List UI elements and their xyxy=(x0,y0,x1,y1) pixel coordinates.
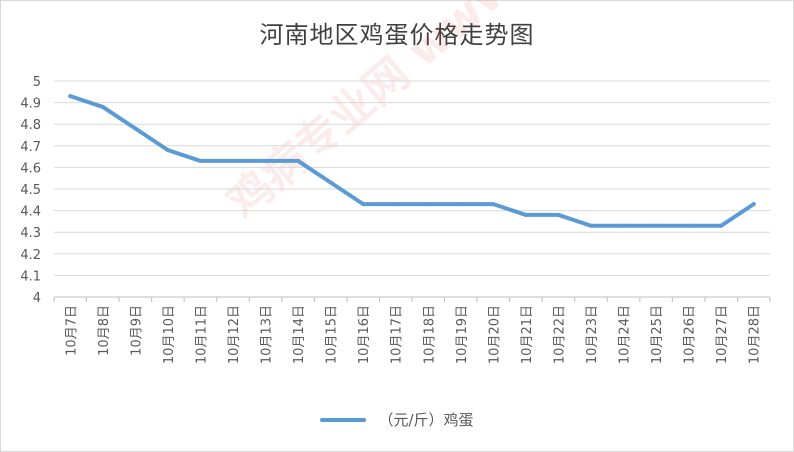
data-point xyxy=(328,180,333,185)
data-point xyxy=(361,202,366,207)
data-point xyxy=(719,223,724,228)
y-tick-label: 4.5 xyxy=(20,183,41,198)
y-tick-label: 5 xyxy=(33,75,41,90)
legend-swatch xyxy=(320,417,367,422)
data-point xyxy=(198,158,203,163)
x-axis xyxy=(53,296,771,302)
series-layer xyxy=(68,94,756,228)
y-tick-label: 4.7 xyxy=(20,140,41,155)
x-tick-label: 10月27日 xyxy=(715,305,730,364)
data-point xyxy=(263,158,268,163)
y-tick-label: 4.6 xyxy=(20,161,41,176)
x-tick-label: 10月24日 xyxy=(618,305,633,364)
data-point xyxy=(589,223,593,228)
x-tick-label: 10月18日 xyxy=(422,305,437,364)
data-point xyxy=(523,212,528,217)
data-point xyxy=(751,202,756,207)
data-point xyxy=(133,126,138,131)
x-tick-label: 10月14日 xyxy=(292,305,307,364)
x-tick-label: 10月23日 xyxy=(585,305,600,364)
x-tick-label: 10月10日 xyxy=(162,305,177,364)
chart-title: 河南地区鸡蛋价格走势图 xyxy=(259,21,535,49)
legend: （元/斤）鸡蛋 xyxy=(1,409,793,430)
y-tick-label: 4.1 xyxy=(20,269,41,284)
data-point xyxy=(68,94,73,99)
y-axis-tick-labels: 4 4.1 4.2 4.3 4.4 4.5 4.6 4.7 4.8 4.9 5 xyxy=(20,75,41,306)
data-point xyxy=(458,202,463,207)
data-point xyxy=(426,202,431,207)
x-tick-label: 10月17日 xyxy=(390,305,405,364)
series-line xyxy=(68,94,756,228)
data-point xyxy=(654,223,659,228)
gridlines xyxy=(54,80,770,276)
legend-label: （元/斤）鸡蛋 xyxy=(378,411,474,429)
data-point xyxy=(393,202,398,207)
x-tick-label: 10月12日 xyxy=(227,305,242,364)
x-tick-label: 10月13日 xyxy=(260,305,275,364)
x-tick-label: 10月16日 xyxy=(357,305,372,364)
data-point xyxy=(621,223,626,228)
y-tick-label: 4.3 xyxy=(20,226,41,241)
y-tick-label: 4.4 xyxy=(20,205,41,220)
data-point xyxy=(491,202,496,207)
data-point xyxy=(100,104,105,109)
x-tick-label: 10月28日 xyxy=(748,305,763,364)
x-tick-label: 10月15日 xyxy=(325,305,340,364)
x-tick-label: 10月8日 xyxy=(97,305,112,356)
data-point xyxy=(231,158,235,163)
x-tick-label: 10月19日 xyxy=(455,305,470,364)
data-point xyxy=(686,223,691,228)
x-tick-label: 10月22日 xyxy=(552,305,567,364)
data-point xyxy=(556,212,561,217)
data-point xyxy=(296,158,301,163)
data-point xyxy=(165,148,170,153)
x-axis-tick-labels: 10月7日 10月8日 10月9日 10月10日 10月11日 10月12日 10月13日 1… xyxy=(64,305,762,364)
x-tick-label: 10月20日 xyxy=(487,305,502,364)
y-tick-label: 4.2 xyxy=(20,248,41,263)
x-tick-label: 10月11日 xyxy=(194,305,209,364)
x-tick-label: 10月21日 xyxy=(520,305,535,364)
x-tick-label: 10月25日 xyxy=(650,305,665,364)
x-tick-label: 10月7日 xyxy=(64,305,79,356)
y-tick-label: 4.9 xyxy=(20,97,41,112)
x-tick-label: 10月9日 xyxy=(129,305,144,356)
y-tick-label: 4.8 xyxy=(20,118,41,133)
y-tick-label: 4 xyxy=(33,291,41,306)
x-tick-label: 10月26日 xyxy=(683,305,698,364)
